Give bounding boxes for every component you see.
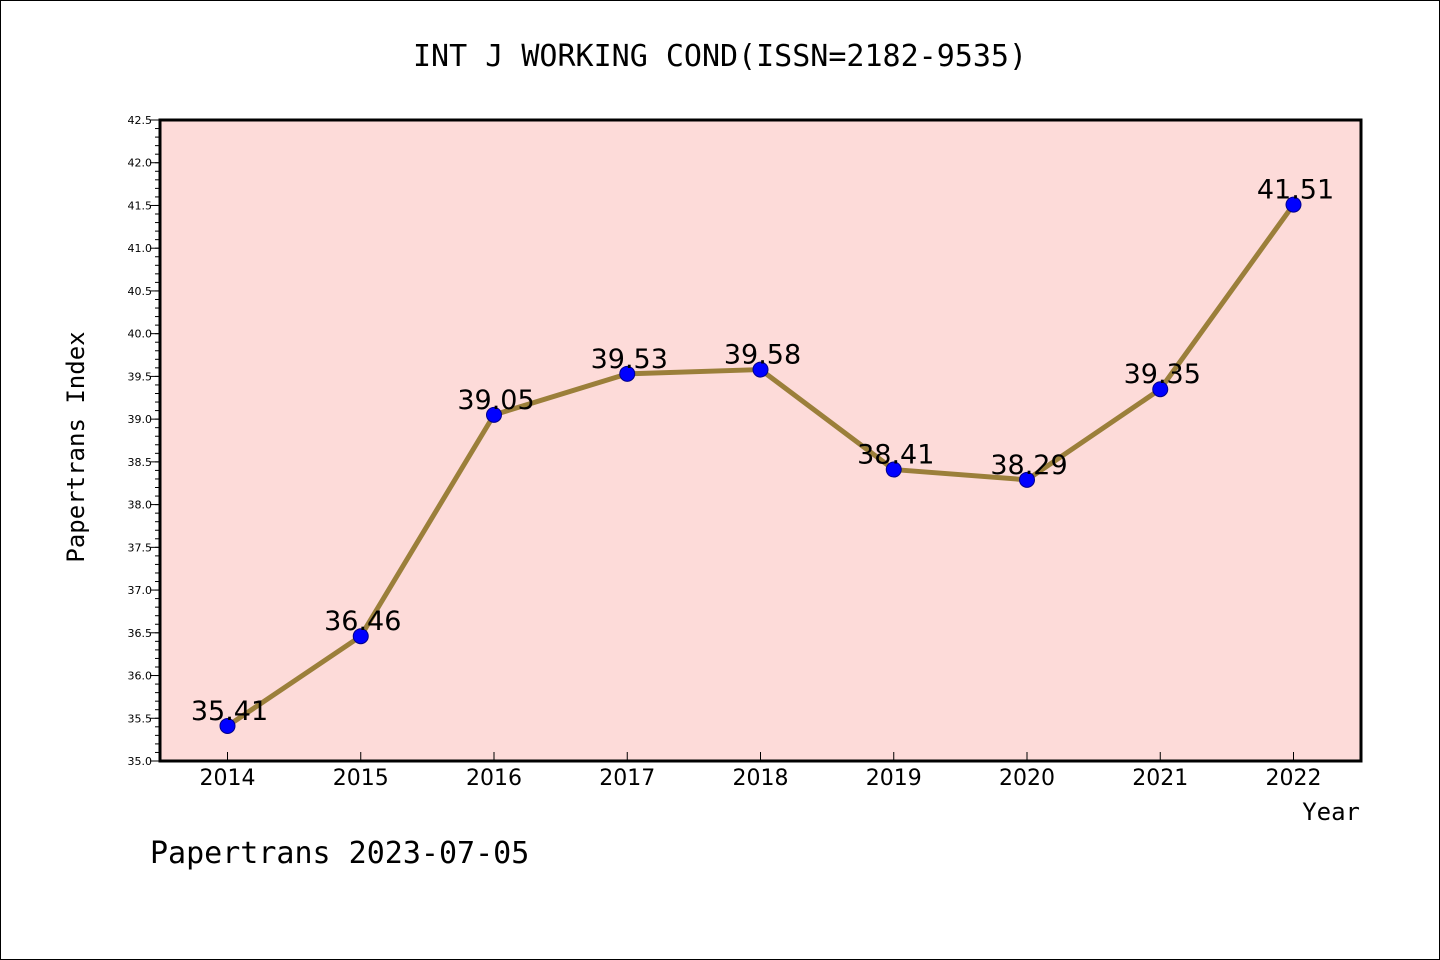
data-point xyxy=(1152,381,1169,398)
x-tick-label: 2021 xyxy=(1132,766,1188,791)
y-tick-label: 40.0 xyxy=(128,328,153,341)
y-tick-label: 36.5 xyxy=(128,627,153,640)
data-label: 38.41 xyxy=(857,440,934,471)
y-tick-label: 42.0 xyxy=(128,157,153,170)
y-tick-label: 41.0 xyxy=(128,242,153,255)
footer-credit: Papertrans 2023-07-05 xyxy=(150,836,529,871)
y-tick-label: 35.0 xyxy=(128,755,153,768)
data-label: 39.35 xyxy=(1124,359,1201,390)
chart-title: INT J WORKING COND(ISSN=2182-9535) xyxy=(413,39,1027,74)
y-tick-label: 36.0 xyxy=(128,670,153,683)
data-label: 36.46 xyxy=(324,606,401,637)
data-point xyxy=(619,365,636,382)
y-axis-label: Papertrans Index xyxy=(62,331,90,562)
y-axis: 35.0 35.5 36.0 36.5 37.0 37.5 38.0 38.5 39.0 39.5… xyxy=(128,114,160,768)
x-tick-label: 2016 xyxy=(466,766,522,791)
data-label: 38.29 xyxy=(990,450,1067,481)
data-label: 39.05 xyxy=(457,385,534,416)
data-labels: 35.41 36.46 39.05 39.53 39.58 38.41 38.29 39.35… xyxy=(191,175,1334,727)
data-point xyxy=(752,361,769,378)
plot-border xyxy=(158,118,1363,763)
data-point xyxy=(486,406,502,423)
x-tick-label: 2017 xyxy=(599,766,655,791)
y-tick-label: 42.5 xyxy=(128,114,153,127)
series-layer xyxy=(219,196,1302,734)
x-tick-label: 2022 xyxy=(1266,766,1322,791)
y-tick-label: 41.5 xyxy=(128,199,153,212)
plot-area xyxy=(160,120,1361,761)
x-axis-label: Year xyxy=(1302,798,1360,826)
y-tick-label: 39.0 xyxy=(128,413,153,426)
y-tick-label: 37.5 xyxy=(128,541,153,554)
data-point xyxy=(1019,471,1035,488)
data-point xyxy=(885,461,902,478)
data-label: 39.58 xyxy=(724,340,801,371)
y-tick-label: 35.5 xyxy=(128,712,153,725)
y-tick-label: 37.0 xyxy=(128,584,153,597)
x-tick-label: 2020 xyxy=(999,766,1055,791)
y-tick-label: 38.0 xyxy=(128,499,153,512)
data-point xyxy=(219,717,236,734)
data-label: 41.51 xyxy=(1257,175,1334,206)
x-tick-label: 2019 xyxy=(866,766,922,791)
data-label: 39.53 xyxy=(591,344,668,375)
data-label: 35.41 xyxy=(191,696,268,727)
y-tick-label: 38.5 xyxy=(128,456,153,469)
x-tick-label: 2015 xyxy=(333,766,389,791)
y-tick-label: 39.5 xyxy=(128,370,153,383)
x-axis: 2014 2015 2016 2017 2018 2019 2020 2021 2022 xyxy=(200,752,1322,791)
x-tick-label: 2014 xyxy=(200,766,256,791)
y-tick-label: 40.5 xyxy=(128,285,153,298)
data-point xyxy=(352,628,369,645)
data-point xyxy=(1285,196,1302,213)
x-tick-label: 2018 xyxy=(733,766,789,791)
